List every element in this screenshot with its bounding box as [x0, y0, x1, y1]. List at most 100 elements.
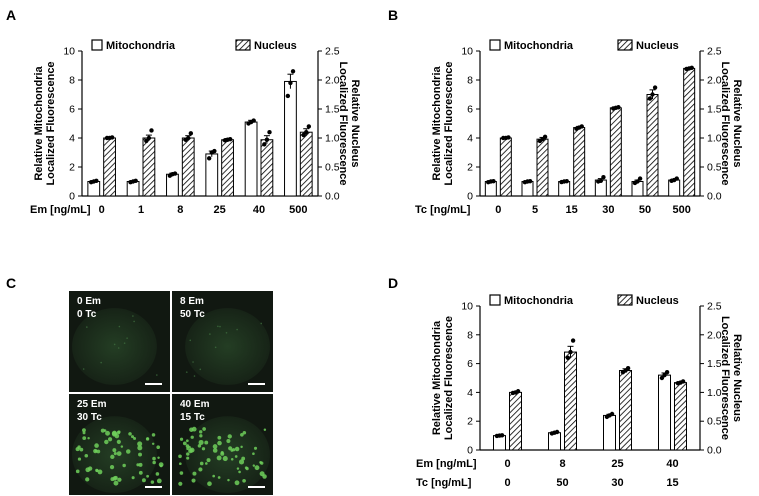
data-point	[601, 174, 606, 180]
fluorescent-spot	[109, 465, 115, 470]
data-point	[133, 178, 138, 183]
y-axis-right-title-line2: Localized Fluorescence	[719, 316, 731, 440]
fluorescent-spot	[123, 342, 126, 344]
y-axis-right-title-line1: Relative Nucleus	[731, 334, 743, 422]
fluorescent-spot	[241, 456, 246, 461]
fluorescent-spot	[217, 435, 222, 440]
scale-bar	[248, 486, 265, 488]
panel-letter-c: C	[6, 275, 16, 291]
fluorescent-spot	[77, 457, 82, 461]
bar-nucleus	[260, 139, 274, 197]
fluorescent-spot	[131, 476, 135, 480]
fluorescent-spot	[97, 469, 103, 475]
fluorescent-spot	[216, 455, 222, 461]
legend-swatch-nucleus	[617, 39, 633, 51]
fluorescent-spot	[219, 325, 221, 328]
y-tick-label-left: 4	[467, 387, 473, 399]
fluorescent-spot	[113, 480, 119, 486]
data-point	[304, 130, 309, 135]
y-tick-label-left: 6	[467, 104, 473, 116]
fluorescent-spot	[186, 452, 190, 456]
data-point	[680, 379, 686, 384]
fluorescent-spot	[191, 478, 196, 483]
scale-bar	[145, 383, 162, 385]
fluorescent-spot	[190, 435, 194, 439]
data-point	[491, 179, 496, 184]
y-tick-label-right: 0.0	[707, 445, 722, 457]
fluorescent-spot	[185, 371, 188, 373]
data-point	[186, 135, 191, 141]
fluorescent-spot	[253, 446, 258, 450]
fluorescent-spot	[137, 441, 143, 447]
fluorescent-spot	[120, 445, 124, 448]
fluorescent-spot	[157, 456, 160, 460]
fluorescent-spot	[95, 468, 99, 473]
data-point	[515, 389, 521, 394]
x-tick-label-row2: 50	[556, 477, 568, 489]
fluorescent-spot	[94, 449, 98, 453]
data-point	[609, 411, 615, 417]
fluorescent-spot	[201, 447, 206, 451]
y-tick-label-left: 10	[63, 46, 75, 58]
micrograph-label-em: 8 Em	[180, 296, 204, 307]
y-tick-label-left: 6	[69, 104, 75, 116]
fluorescent-spot	[156, 445, 161, 450]
fluorescent-spot	[225, 332, 228, 334]
data-point	[267, 130, 272, 135]
data-point	[306, 124, 312, 129]
fluorescent-spot	[227, 478, 230, 482]
fluorescent-spot	[100, 361, 102, 364]
micrograph-label-em: 0 Em	[77, 296, 101, 307]
x-tick-label: 40	[253, 204, 265, 216]
bar-mitochondria	[205, 153, 219, 197]
fluorescent-spot	[125, 449, 131, 454]
y-tick-label-right: 0.5	[707, 416, 722, 428]
legend-swatch-nucleus	[235, 39, 251, 51]
bar-mitochondria	[548, 432, 561, 451]
data-point	[652, 85, 658, 90]
y-tick-label-left: 4	[467, 133, 473, 145]
micrograph-label-em: 25 Em	[77, 399, 107, 410]
fluorescent-spot	[111, 430, 117, 436]
legend-swatch-nucleus	[617, 294, 633, 306]
micrograph-label-tc: 30 Tc	[77, 412, 102, 423]
bar-nucleus	[103, 137, 116, 197]
fluorescent-spot	[84, 453, 89, 458]
fluorescent-spot	[110, 454, 115, 460]
bar-mitochondria	[284, 80, 297, 197]
fluorescent-spot	[82, 428, 86, 433]
data-point	[506, 135, 511, 140]
fluorescent-spot	[252, 464, 256, 467]
fluorescent-spot	[145, 437, 150, 441]
fluorescent-spot	[130, 435, 135, 439]
fluorescent-spot	[254, 465, 260, 471]
y-tick-label-right: 1.5	[707, 358, 722, 370]
fluorescent-spot	[159, 464, 163, 468]
y-axis-left-title-line1: Relative Mitochondria	[431, 320, 443, 435]
fluorescent-spot	[113, 452, 117, 456]
panel-letter-a: A	[6, 7, 16, 23]
fluorescent-spot	[240, 445, 243, 449]
data-point	[146, 135, 152, 141]
x-axis-title: Em [ng/mL]	[30, 204, 91, 216]
fluorescent-spot	[79, 447, 84, 452]
y-tick-label-right: 1.0	[707, 387, 722, 399]
legend-label-mitochondria: Mitochondria	[106, 40, 176, 52]
data-point	[664, 370, 670, 375]
legend-label-mitochondria: Mitochondria	[504, 40, 574, 52]
fluorescent-spot	[186, 447, 189, 451]
fluorescent-spot	[263, 428, 267, 432]
x-tick-label: 15	[566, 204, 578, 216]
data-point	[650, 92, 655, 97]
bar-nucleus	[181, 137, 195, 197]
bar-nucleus	[573, 127, 586, 197]
data-point	[212, 148, 217, 154]
fluorescent-spot	[179, 437, 184, 441]
bar-nucleus	[142, 137, 156, 197]
fluorescent-spot	[103, 429, 107, 432]
cell-body	[72, 308, 157, 385]
bar-nucleus	[536, 138, 549, 197]
fluorescent-spot	[156, 374, 158, 376]
y-tick-label-left: 8	[467, 75, 473, 87]
